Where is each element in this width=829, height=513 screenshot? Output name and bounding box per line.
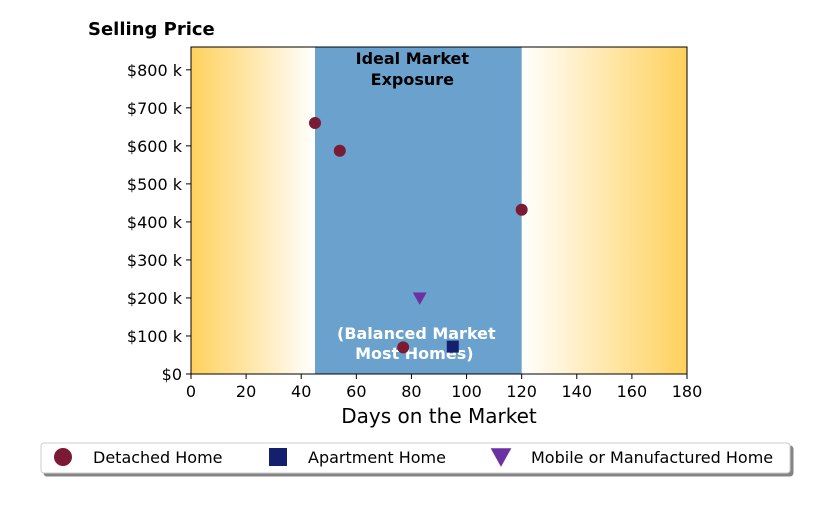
- left-gradient-region: [191, 47, 315, 374]
- x-tick-label: 140: [562, 382, 593, 401]
- plot-frame: [190, 46, 688, 375]
- band-note-line-2: Most Homes): [355, 344, 473, 363]
- x-tick-label: 40: [291, 382, 311, 401]
- band-title-line-1: Ideal Market: [356, 49, 470, 68]
- ideal-exposure-band: [315, 47, 522, 374]
- legend-marker-square: [269, 448, 287, 466]
- x-tick-label: 180: [672, 382, 703, 401]
- x-axis: 0 20 40 60 80 100 120 140 160 180: [186, 374, 702, 401]
- legend-label: Detached Home: [93, 448, 223, 467]
- y-tick-label: $800 k: [127, 61, 183, 80]
- y-tick-label: $100 k: [127, 327, 183, 346]
- legend-marker-triangle-down: [490, 448, 512, 467]
- y-tick-label: $300 k: [127, 251, 183, 270]
- band-note-line-1: (Balanced Market: [337, 324, 496, 343]
- x-tick-label: 80: [401, 382, 421, 401]
- x-tick-label: 20: [236, 382, 256, 401]
- x-tick-label: 100: [451, 382, 482, 401]
- y-tick-label: $700 k: [127, 99, 183, 118]
- data-point-circle: [397, 341, 410, 354]
- y-axis: $0 $100 k $200 k $300 k $400 k $500 k $600 k $7…: [127, 61, 191, 384]
- legend-label: Apartment Home: [308, 448, 446, 467]
- y-tick-label: $0: [162, 365, 182, 384]
- data-point-circle: [309, 117, 321, 130]
- data-point-circle: [515, 203, 528, 216]
- x-axis-title: Days on the Market: [341, 404, 537, 428]
- y-tick-label: $200 k: [127, 289, 183, 308]
- plot-background: [191, 47, 687, 374]
- y-tick-label: $500 k: [127, 175, 183, 194]
- y-axis-title: Selling Price: [88, 19, 215, 40]
- x-tick-label: 0: [186, 382, 196, 401]
- legend-items: Detached Home Apartment Home Mobile or Man…: [54, 448, 773, 467]
- legend-box: [40, 442, 791, 474]
- band-title-line-2: Exposure: [371, 70, 455, 89]
- legend-marker-circle: [54, 448, 72, 466]
- x-tick-label: 120: [506, 382, 537, 401]
- legend: Detached Home Apartment Home Mobile or Man…: [40, 442, 791, 474]
- data-point-circle: [333, 144, 346, 157]
- y-tick-label: $400 k: [127, 213, 183, 232]
- legend-label: Mobile or Manufactured Home: [531, 448, 773, 467]
- data-point-square: [446, 340, 459, 353]
- y-tick-label: $600 k: [127, 137, 183, 156]
- x-tick-label: 60: [346, 382, 366, 401]
- x-tick-label: 160: [617, 382, 648, 401]
- right-gradient-region: [521, 47, 687, 374]
- data-points: [309, 117, 528, 354]
- data-point-triangle-down: [412, 292, 427, 305]
